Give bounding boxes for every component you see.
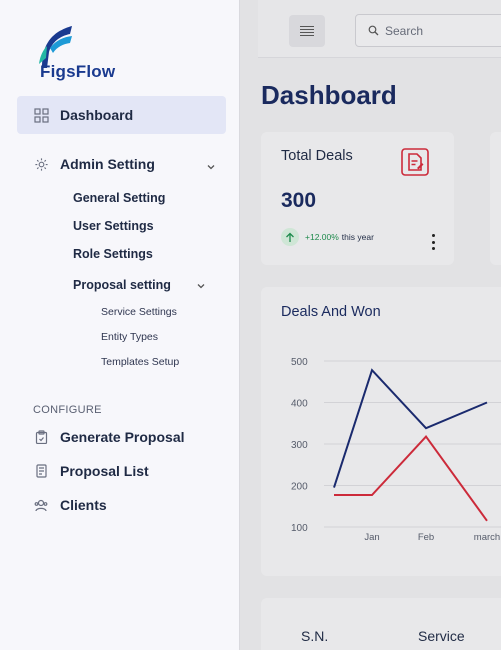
sidebar-item-general-setting[interactable]: General Setting [73, 191, 166, 205]
trend-percent: +12.00% [305, 232, 339, 242]
total-deals-value: 300 [281, 189, 317, 212]
card-title: Total Deals [281, 148, 353, 164]
sidebar-item-label: Generate Proposal [60, 429, 185, 445]
sidebar-item-user-settings[interactable]: User Settings [73, 219, 154, 233]
sidebar-item-label: Proposal List [60, 463, 149, 479]
sidebar: FigsFlow Dashboard Admin Setting General… [0, 0, 240, 650]
y-tick-label: 300 [291, 440, 308, 451]
arrow-up-icon [281, 228, 299, 246]
y-tick-label: 400 [291, 399, 308, 410]
grid-icon [33, 107, 49, 123]
section-label-configure: CONFIGURE [33, 404, 102, 416]
total-deals-card: Total Deals 300 +12.00% this year [261, 132, 454, 265]
trend-period: this year [341, 232, 374, 242]
menu-toggle-button[interactable] [289, 15, 325, 47]
table-header-sn: S.N. [301, 628, 329, 644]
services-table: S.N. Service [261, 598, 501, 650]
figsflow-logo-icon [39, 26, 72, 68]
line-chart: 500 400 300 200 100 Jan Feb march [291, 357, 501, 543]
stat-card-partial [490, 132, 501, 265]
table-header-service: Service [418, 628, 465, 644]
sidebar-item-service-settings[interactable]: Service Settings [101, 306, 177, 318]
chevron-down-icon[interactable] [196, 281, 206, 291]
trend-indicator: +12.00% this year [281, 228, 374, 246]
y-tick-label: 500 [291, 357, 308, 368]
sidebar-item-proposal-setting[interactable]: Proposal setting [73, 278, 171, 292]
sidebar-item-entity-types[interactable]: Entity Types [101, 331, 159, 343]
more-options-icon[interactable] [429, 234, 437, 250]
search-icon [368, 25, 379, 36]
sidebar-item-label: Dashboard [60, 107, 134, 123]
sidebar-item-clients[interactable]: Clients [33, 497, 107, 513]
x-tick-label: march [474, 532, 500, 543]
gear-icon [33, 156, 49, 172]
sidebar-item-dashboard[interactable]: Dashboard [17, 96, 226, 134]
search-input[interactable]: Search [385, 23, 424, 38]
chart-title: Deals And Won [281, 304, 381, 320]
sidebar-item-generate-proposal[interactable]: Generate Proposal [33, 429, 185, 445]
clipboard-icon [33, 429, 49, 445]
x-tick-label: Jan [364, 532, 379, 543]
sidebar-item-templates-setup[interactable]: Templates Setup [101, 356, 180, 368]
hamburger-icon [300, 25, 314, 37]
y-tick-label: 200 [291, 482, 308, 493]
page-title: Dashboard [261, 80, 397, 110]
document-list-icon [33, 463, 49, 479]
sidebar-item-admin-setting[interactable]: Admin Setting [33, 156, 155, 172]
users-icon [33, 497, 49, 513]
y-tick-label: 100 [291, 523, 308, 534]
sidebar-item-proposal-list[interactable]: Proposal List [33, 463, 149, 479]
logo[interactable]: FigsFlow [36, 22, 115, 82]
x-tick-label: Feb [418, 532, 434, 543]
sidebar-item-label: Admin Setting [60, 156, 155, 172]
document-edit-icon [401, 148, 429, 176]
chevron-down-icon[interactable] [206, 162, 216, 172]
series-line-1 [334, 434, 488, 522]
deals-and-won-card: Deals And Won 500 400 300 200 100 Jan Feb march [261, 287, 501, 576]
sidebar-item-role-settings[interactable]: Role Settings [73, 247, 153, 261]
series-line-0 [333, 368, 488, 488]
sidebar-item-label: Clients [60, 497, 107, 513]
app-name: FigsFlow [40, 62, 116, 81]
search-box[interactable]: Search [355, 14, 501, 47]
